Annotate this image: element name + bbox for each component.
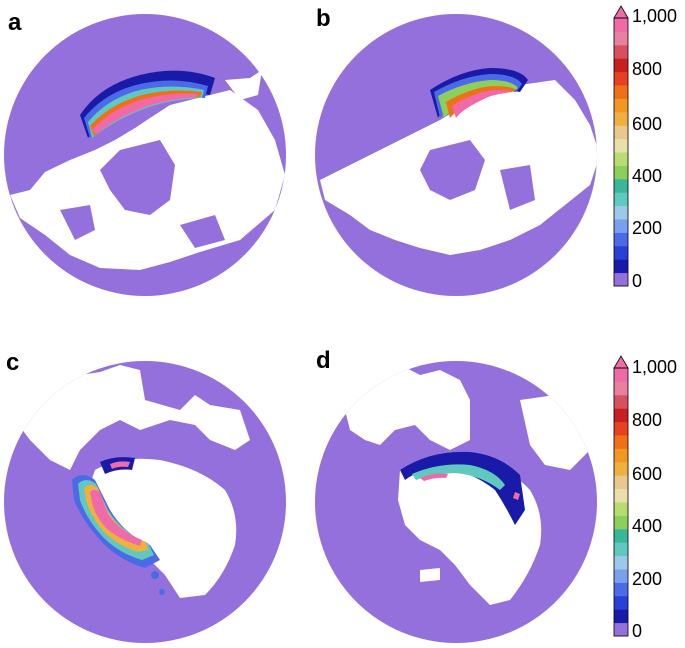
colorbar-bottom-swatch bbox=[614, 502, 628, 516]
map-panel-b bbox=[315, 14, 597, 296]
colorbar-top-swatch bbox=[614, 18, 628, 32]
map-panel-a bbox=[4, 14, 286, 296]
colorbar-top-label-1000: 1,000 bbox=[632, 6, 678, 26]
colorbar-top-swatch bbox=[614, 245, 628, 260]
colorbar-bottom-swatch bbox=[614, 582, 628, 597]
land-mask-c bbox=[15, 362, 250, 598]
panel-letter-a: a bbox=[8, 9, 22, 36]
colorbar-bottom-border bbox=[613, 367, 629, 637]
map-panel-d bbox=[315, 361, 597, 643]
colorbar-bottom-swatch bbox=[614, 368, 628, 382]
map-panel-c bbox=[4, 361, 286, 643]
colorbar-top-swatch bbox=[614, 192, 628, 207]
colorbar-top-label-600: 600 bbox=[632, 114, 663, 134]
colorbar-top-swatch bbox=[614, 232, 628, 247]
colorbar-bottom-label-600: 600 bbox=[632, 464, 663, 484]
colorbar-top-swatch bbox=[614, 85, 628, 99]
colorbar-top-swatch bbox=[614, 219, 628, 233]
colorbar-bottom-swatch bbox=[614, 394, 628, 409]
colorbar-bottom-swatch bbox=[614, 435, 628, 449]
colorbar-top-swatch bbox=[614, 138, 628, 153]
colorbar-bottom-label-400: 400 bbox=[632, 516, 663, 536]
colorbar-bottom-swatch bbox=[614, 421, 628, 436]
colorbar-bottom-swatch bbox=[614, 448, 628, 463]
colorbar-bottom bbox=[613, 355, 629, 637]
colorbar-top-extend-triangle bbox=[613, 5, 629, 19]
colorbar-bottom-swatch bbox=[614, 555, 628, 570]
colorbar-top bbox=[613, 5, 629, 287]
panel-letter-c: c bbox=[6, 349, 19, 376]
colorbar-top-swatch bbox=[614, 125, 628, 140]
colorbar-bottom-swatch bbox=[614, 461, 628, 476]
colorbar-bottom-swatch bbox=[614, 595, 628, 610]
data-field-c bbox=[72, 457, 165, 595]
colorbar-bottom-label-0: 0 bbox=[632, 621, 643, 641]
data-field-b bbox=[430, 68, 528, 118]
colorbar-bottom-swatch bbox=[614, 515, 628, 530]
colorbar-top-swatch bbox=[614, 58, 628, 73]
colorbar-bottom-swatch bbox=[614, 381, 628, 396]
colorbar-top-border bbox=[613, 17, 629, 287]
colorbar-bottom-label-200: 200 bbox=[632, 569, 663, 589]
colorbar-top-label-0: 0 bbox=[632, 271, 643, 291]
data-field-a bbox=[80, 70, 215, 138]
colorbar-bottom-swatch bbox=[614, 622, 628, 637]
colorbar-bottom-extend-triangle bbox=[613, 355, 629, 369]
colorbar-top-label-200: 200 bbox=[632, 218, 663, 238]
colorbar-top-swatch bbox=[614, 272, 628, 287]
colorbar-top-label-800: 800 bbox=[632, 59, 663, 79]
colorbar-bottom-swatch bbox=[614, 528, 628, 543]
colorbar-bottom-swatch bbox=[614, 408, 628, 423]
colorbar-bottom-swatch bbox=[614, 569, 628, 583]
colorbar-top-swatch bbox=[614, 165, 628, 180]
colorbar-bottom-swatch bbox=[614, 475, 628, 490]
colorbar-top-swatch bbox=[614, 259, 628, 274]
colorbar-bottom-swatch bbox=[614, 488, 628, 503]
panel-letter-b: b bbox=[316, 5, 331, 32]
colorbar-top-swatch bbox=[614, 71, 628, 86]
colorbar-top-swatch bbox=[614, 152, 628, 166]
data-field-d bbox=[400, 451, 525, 525]
colorbar-bottom-label-800: 800 bbox=[632, 410, 663, 430]
colorbar-top-swatch bbox=[614, 31, 628, 46]
colorbar-top-swatch bbox=[614, 98, 628, 113]
panel-letter-d: d bbox=[316, 347, 331, 374]
colorbar-bottom-swatch bbox=[614, 609, 628, 624]
land-mask-a bbox=[10, 70, 285, 270]
colorbar-bottom-label-1000: 1,000 bbox=[632, 357, 678, 377]
land-mask-b bbox=[320, 80, 597, 255]
colorbar-top-swatch bbox=[614, 178, 628, 193]
colorbar-top-swatch bbox=[614, 205, 628, 220]
colorbar-bottom-swatch bbox=[614, 542, 628, 557]
colorbar-top-swatch bbox=[614, 111, 628, 126]
colorbar-top-swatch bbox=[614, 44, 628, 59]
colorbar-top-label-400: 400 bbox=[632, 166, 663, 186]
